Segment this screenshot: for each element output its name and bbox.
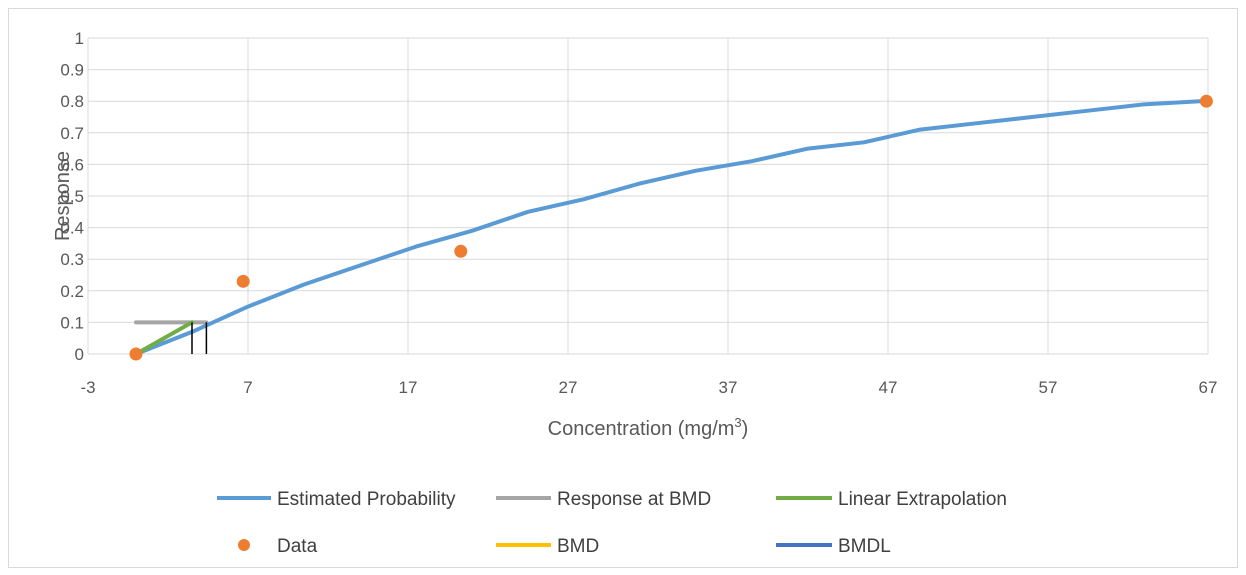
y-axis-tick-labels: 0 0.1 0.2 0.3 0.4 0.5 0.6 0.7 0.8 0.9 1 xyxy=(60,29,84,364)
x-tick-label--3: -3 xyxy=(80,378,95,397)
x-axis-title-suffix: ) xyxy=(742,418,749,440)
x-axis-title-superscript: 3 xyxy=(734,415,741,430)
x-tick-label-7: 7 xyxy=(243,378,252,397)
y-tick-label-0-2: 0.2 xyxy=(60,282,84,301)
legend-label-estimated-probability: Estimated Probability xyxy=(277,489,456,510)
data-point-3 xyxy=(454,244,468,258)
legend-label-bmdl: BMDL xyxy=(838,536,891,557)
legend-label-linear-extrapolation: Linear Extrapolation xyxy=(838,489,1007,510)
y-tick-label-0-4: 0.4 xyxy=(60,219,84,238)
y-tick-label-0-1: 0.1 xyxy=(60,313,84,332)
y-tick-label-1: 1 xyxy=(75,29,84,48)
legend-item-bmdl[interactable]: BMDL xyxy=(776,536,891,557)
x-tick-label-67: 67 xyxy=(1199,378,1218,397)
y-tick-label-0: 0 xyxy=(75,345,84,364)
legend-item-response-at-bmd[interactable]: Response at BMD xyxy=(496,489,711,510)
plot-series xyxy=(129,94,1213,361)
series-estimated-probability-line xyxy=(134,99,1202,356)
legend-label-data: Data xyxy=(277,536,318,557)
x-axis-title-main: Concentration (mg/m xyxy=(548,418,735,440)
y-tick-label-0-3: 0.3 xyxy=(60,250,84,269)
legend-item-estimated-probability[interactable]: Estimated Probability xyxy=(217,489,456,510)
y-tick-label-0-7: 0.7 xyxy=(60,124,84,143)
x-tick-label-37: 37 xyxy=(719,378,738,397)
data-point-1 xyxy=(129,347,143,361)
x-axis-tick-labels: -3 7 17 27 37 47 57 67 xyxy=(80,378,1217,397)
legend: Estimated Probability Response at BMD Li… xyxy=(217,489,1007,557)
legend-label-response-at-bmd: Response at BMD xyxy=(557,489,711,510)
data-point-4 xyxy=(1199,94,1213,108)
x-tick-label-47: 47 xyxy=(879,378,898,397)
legend-swatch-data xyxy=(238,539,250,551)
y-tick-label-0-6: 0.6 xyxy=(60,155,84,174)
x-tick-label-57: 57 xyxy=(1039,378,1058,397)
series-linear-extrapolation-line xyxy=(134,320,194,356)
y-tick-label-0-9: 0.9 xyxy=(60,61,84,80)
legend-item-linear-extrapolation[interactable]: Linear Extrapolation xyxy=(776,489,1007,510)
gridlines xyxy=(87,37,1209,355)
legend-item-bmd[interactable]: BMD xyxy=(496,536,599,557)
legend-label-bmd: BMD xyxy=(557,536,599,557)
y-axis-title: Response xyxy=(52,151,74,241)
x-tick-label-17: 17 xyxy=(399,378,418,397)
y-tick-label-0-8: 0.8 xyxy=(60,92,84,111)
x-axis-title: Concentration (mg/m3) xyxy=(548,415,749,440)
legend-item-data[interactable]: Data xyxy=(238,536,318,557)
x-tick-label-27: 27 xyxy=(559,378,578,397)
data-point-2 xyxy=(236,274,250,288)
y-tick-label-0-5: 0.5 xyxy=(60,187,84,206)
